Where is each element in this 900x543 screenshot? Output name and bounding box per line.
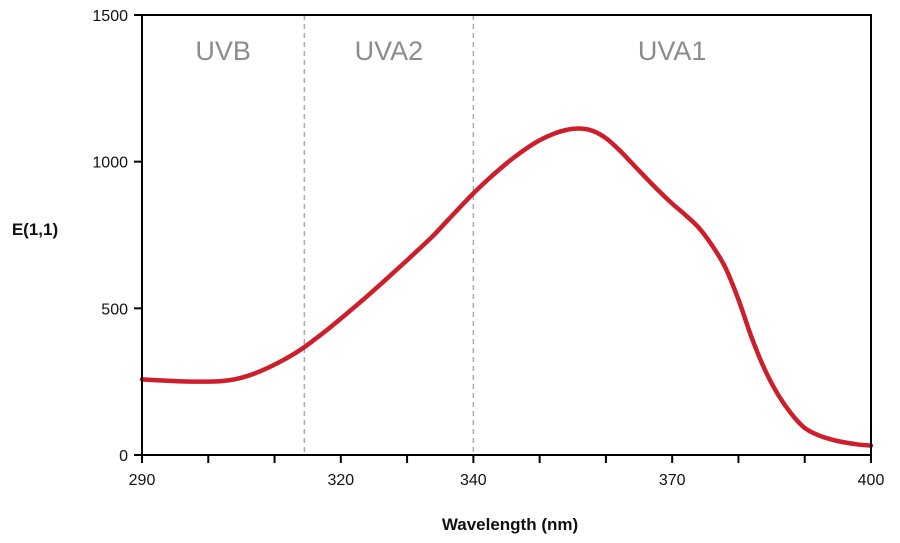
region-label-uva2: UVA2 <box>355 36 424 66</box>
x-tick-label: 340 <box>460 472 487 489</box>
x-axis-title: Wavelength (nm) <box>442 515 578 534</box>
y-tick-label: 1000 <box>92 155 128 172</box>
y-axis-title: E(1,1) <box>12 220 58 239</box>
region-layer: UVB UVA2 UVA1 <box>195 15 706 455</box>
series-line <box>139 126 874 448</box>
x-tick-label: 290 <box>129 472 156 489</box>
plot-frame <box>141 14 872 456</box>
x-tick-label: 320 <box>327 472 354 489</box>
series-layer <box>139 126 874 448</box>
region-label-uvb: UVB <box>195 36 251 66</box>
y-tick-label: 1500 <box>92 8 128 25</box>
region-label-uva1: UVA1 <box>638 36 707 66</box>
x-tick-label: 370 <box>659 472 686 489</box>
y-tick-label: 500 <box>101 301 128 318</box>
y-tick-label: 0 <box>119 448 128 465</box>
axes-layer: 0 500 1000 1500 290 320 340 370 400 <box>92 8 884 489</box>
x-tick-label: 400 <box>858 472 885 489</box>
